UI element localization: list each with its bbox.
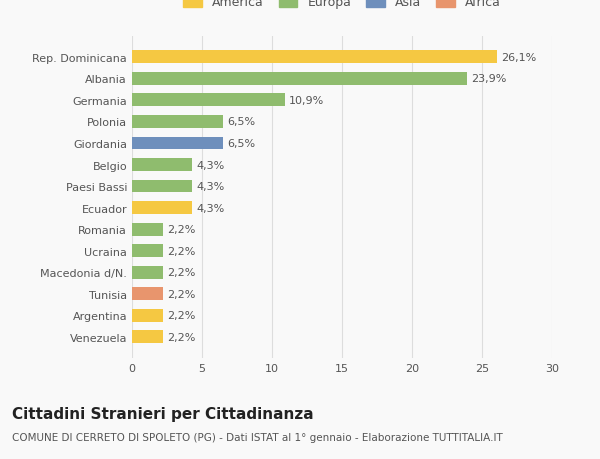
Bar — [132, 73, 467, 86]
Text: 4,3%: 4,3% — [196, 160, 224, 170]
Text: 2,2%: 2,2% — [167, 332, 196, 342]
Legend: America, Europa, Asia, Africa: America, Europa, Asia, Africa — [179, 0, 505, 13]
Text: Cittadini Stranieri per Cittadinanza: Cittadini Stranieri per Cittadinanza — [12, 406, 314, 421]
Bar — [132, 245, 163, 257]
Bar — [132, 309, 163, 322]
Text: 2,2%: 2,2% — [167, 289, 196, 299]
Bar — [132, 202, 192, 214]
Text: 2,2%: 2,2% — [167, 310, 196, 320]
Bar — [132, 94, 284, 107]
Text: 26,1%: 26,1% — [502, 53, 537, 63]
Bar — [132, 51, 497, 64]
Text: 2,2%: 2,2% — [167, 224, 196, 235]
Bar — [132, 137, 223, 150]
Text: 6,5%: 6,5% — [227, 139, 256, 149]
Bar — [132, 288, 163, 301]
Text: 6,5%: 6,5% — [227, 117, 256, 127]
Bar — [132, 266, 163, 279]
Text: COMUNE DI CERRETO DI SPOLETO (PG) - Dati ISTAT al 1° gennaio - Elaborazione TUTT: COMUNE DI CERRETO DI SPOLETO (PG) - Dati… — [12, 432, 503, 442]
Text: 4,3%: 4,3% — [196, 203, 224, 213]
Bar — [132, 330, 163, 343]
Text: 23,9%: 23,9% — [471, 74, 506, 84]
Bar — [132, 159, 192, 172]
Bar — [132, 180, 192, 193]
Bar — [132, 223, 163, 236]
Text: 2,2%: 2,2% — [167, 268, 196, 278]
Bar — [132, 116, 223, 129]
Text: 2,2%: 2,2% — [167, 246, 196, 256]
Text: 10,9%: 10,9% — [289, 96, 324, 106]
Text: 4,3%: 4,3% — [196, 182, 224, 191]
